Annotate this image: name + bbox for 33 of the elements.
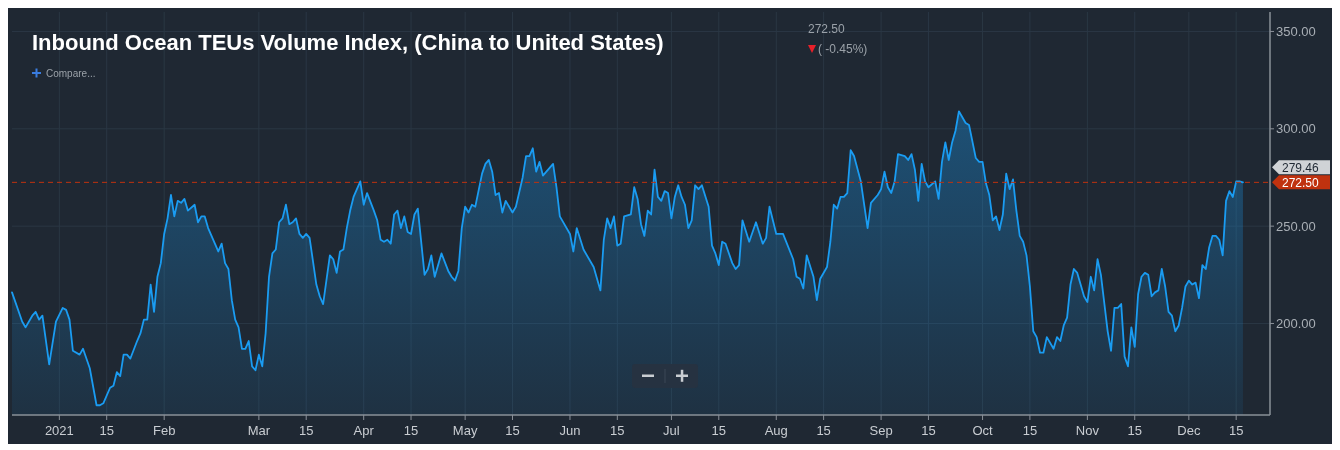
x-tick-label: 2021 <box>44 423 74 438</box>
y-tick-label: 350.00 <box>1276 23 1316 39</box>
y-tick-label: 250.00 <box>1276 218 1316 234</box>
x-tick-label: Sep <box>869 423 893 438</box>
x-tick-label: 15 <box>298 423 314 438</box>
x-tick-label: Mar <box>247 423 271 438</box>
y-tick-label: 200.00 <box>1276 316 1316 331</box>
x-tick-label: 15 <box>610 423 625 438</box>
text: Inbound Ocean TEUs Volume Index, (China to United States) <box>32 30 664 55</box>
ref-line-label: 272.50 <box>1282 175 1320 190</box>
x-tick-label: 15 <box>711 423 727 438</box>
annotation: ( -0.45%) <box>818 42 868 56</box>
annotation: 272.50 <box>808 22 846 36</box>
x-tick-label: Feb <box>152 423 176 438</box>
x-tick-label: Nov <box>1075 423 1100 438</box>
x-tick-label: Jun <box>559 423 581 438</box>
text: 279.46 <box>1282 160 1320 175</box>
annotation: Compare... <box>46 68 96 79</box>
x-tick-label: 15 <box>1022 423 1038 438</box>
x-tick-label: Apr <box>353 423 375 438</box>
x-tick-label: 15 <box>1228 423 1244 438</box>
x-tick-label: Dec <box>1177 423 1201 438</box>
x-tick-label: May <box>452 423 478 438</box>
x-tick-label: 15 <box>816 423 831 438</box>
x-tick-label: 15 <box>1127 423 1142 438</box>
x-tick-label: Jul <box>663 423 680 438</box>
x-tick-label: 15 <box>99 423 114 438</box>
x-tick-label: 15 <box>505 423 520 438</box>
x-tick-label: Oct <box>972 423 994 438</box>
x-tick-label: 15 <box>921 423 936 438</box>
x-tick-label: 15 <box>403 423 419 438</box>
y-tick-label: 300.00 <box>1276 121 1316 137</box>
x-tick-label: Aug <box>764 423 788 438</box>
